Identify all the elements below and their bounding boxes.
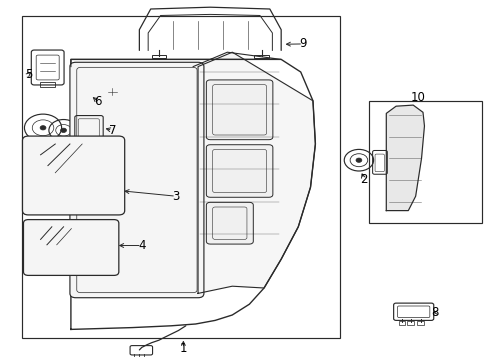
Text: 3: 3: [172, 190, 180, 203]
Bar: [254, 55, 268, 58]
Circle shape: [40, 126, 46, 130]
Text: 1: 1: [179, 342, 187, 355]
Bar: [368, 101, 481, 223]
Circle shape: [61, 128, 66, 132]
Text: 4: 4: [138, 239, 145, 252]
Bar: [398, 321, 405, 325]
Text: 5: 5: [24, 68, 32, 81]
Text: 6: 6: [94, 95, 102, 108]
Bar: [151, 55, 166, 58]
FancyBboxPatch shape: [206, 145, 272, 197]
Text: 7: 7: [108, 124, 116, 137]
Text: 9: 9: [299, 37, 306, 50]
Text: 2: 2: [359, 173, 367, 186]
Bar: [40, 82, 55, 87]
FancyBboxPatch shape: [206, 80, 272, 140]
Polygon shape: [198, 52, 315, 293]
Bar: [22, 16, 339, 338]
FancyBboxPatch shape: [23, 220, 119, 275]
Text: 8: 8: [430, 306, 438, 319]
Polygon shape: [386, 105, 424, 211]
FancyBboxPatch shape: [22, 136, 124, 215]
Circle shape: [355, 158, 361, 162]
FancyBboxPatch shape: [206, 202, 253, 244]
Text: 10: 10: [410, 91, 425, 104]
FancyBboxPatch shape: [70, 62, 203, 298]
Bar: [416, 321, 423, 325]
Bar: [407, 321, 413, 325]
